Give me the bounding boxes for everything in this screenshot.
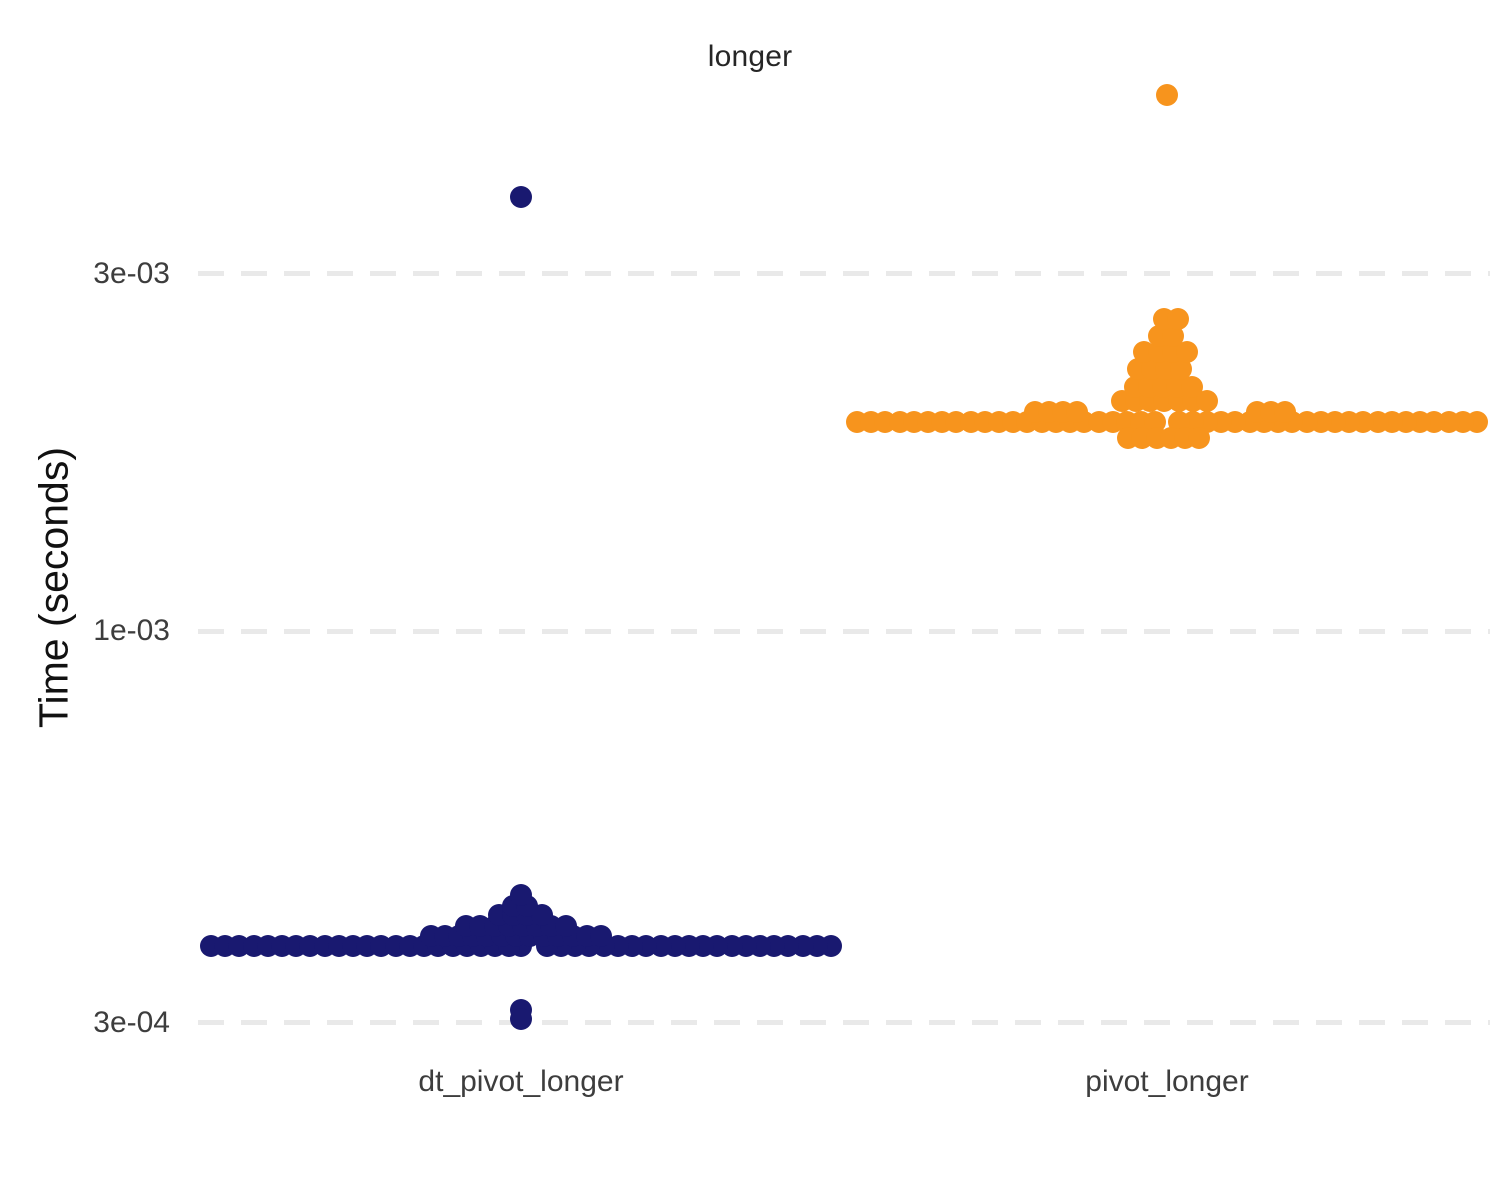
data-point: [1156, 84, 1178, 106]
data-point: [1066, 401, 1089, 424]
y-tick-label: 3e-04: [93, 1005, 170, 1039]
gridline: [198, 271, 1490, 277]
plot-panel: 3e-03 1e-03 3e-04 dt_pivot_longer pivot_lon…: [93, 84, 1490, 1098]
data-point: [590, 924, 613, 947]
data-point: [554, 914, 577, 937]
data-point: [1196, 389, 1219, 412]
gridline: [198, 1020, 1490, 1026]
data-point: [1176, 340, 1199, 363]
gridline: [198, 628, 1490, 634]
x-tick-label-pivot_longer: pivot_longer: [1085, 1065, 1249, 1098]
data-point: [1180, 375, 1203, 398]
data-point: [1162, 324, 1185, 347]
y-tick-label: 1e-03: [93, 614, 170, 648]
chart-title: longer: [707, 40, 793, 73]
data-point: [1274, 401, 1297, 424]
data-point: [510, 884, 532, 907]
data-point: [1188, 427, 1211, 450]
data-point: [510, 185, 532, 208]
x-tick-label-dt_pivot_longer: dt_pivot_longer: [418, 1065, 624, 1098]
y-axis-title: Time (seconds): [30, 447, 77, 728]
data-point: [1169, 357, 1192, 380]
data-point: [510, 1008, 532, 1031]
data-point: [1166, 308, 1189, 331]
y-tick-label: 3e-03: [93, 256, 170, 290]
